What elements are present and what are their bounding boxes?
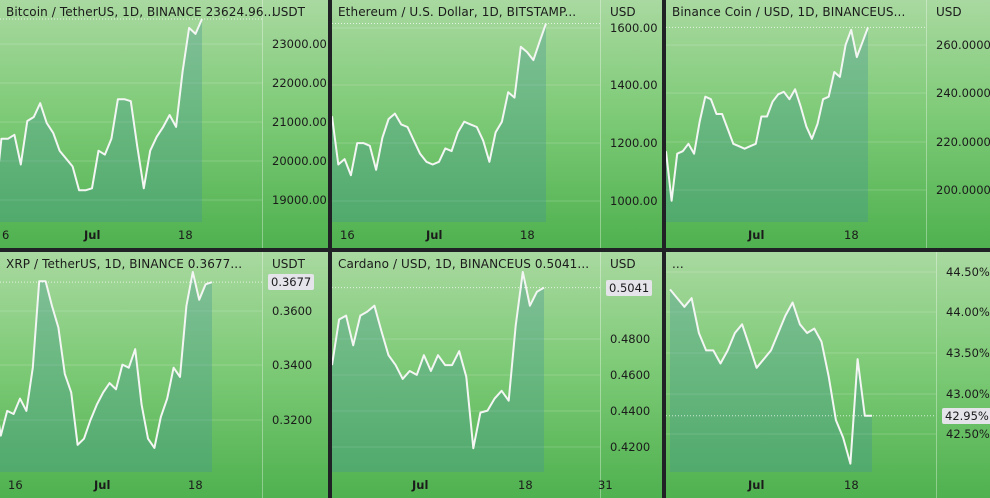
last-price-tag: 0.3677 — [268, 274, 315, 291]
y-tick-label: 240.0000 — [936, 86, 990, 100]
symbol-title[interactable]: Bitcoin / TetherUS, 1D, BINANCE 23624.96… — [6, 5, 276, 19]
price-axis-border — [600, 252, 601, 498]
y-tick-label: 0.3400 — [272, 358, 313, 372]
y-tick-label: 43.00% — [946, 387, 990, 401]
currency-unit: USDT — [272, 5, 305, 19]
x-tick-label: Jul — [748, 228, 765, 242]
y-tick-label: 1600.00 — [610, 21, 658, 35]
price-axis-border — [926, 0, 927, 248]
chart-pane-bnb[interactable]: Binance Coin / USD, 1D, BINANCEUS... USD 2… — [666, 0, 990, 248]
chart-pane-eth[interactable]: Ethereum / U.S. Dollar, 1D, BITSTAMP... U… — [332, 0, 662, 248]
x-tick-label: 18 — [520, 228, 535, 242]
price-axis-border — [600, 0, 601, 248]
price-axis-border — [262, 252, 263, 498]
currency-unit: USD — [610, 257, 636, 271]
x-tick-label: 18 — [518, 478, 533, 492]
price-line — [0, 271, 213, 449]
price-line — [666, 27, 869, 202]
chart-svg-ada[interactable] — [332, 252, 600, 498]
x-tick-label: 6 — [2, 228, 10, 242]
y-tick-label: 0.4200 — [610, 440, 651, 454]
y-tick-label: 42.50% — [946, 427, 990, 441]
chart-svg-pct[interactable] — [666, 252, 936, 498]
x-tick-label: 18 — [188, 478, 203, 492]
area-fill — [332, 23, 546, 222]
area-fill — [0, 272, 212, 472]
currency-unit: USDT — [272, 257, 305, 271]
y-tick-label: 19000.00 — [272, 193, 327, 207]
last-price-tag: 0.5041 — [606, 279, 653, 296]
price-line — [332, 271, 545, 450]
chart-pane-ada[interactable]: Cardano / USD, 1D, BINANCEUS 0.5041... US… — [332, 252, 662, 498]
price-line — [0, 18, 203, 192]
chart-pane-pct[interactable]: ... 44.50% 44.00% 43.50% 43.00% 42.50% 42.95% J… — [666, 252, 990, 498]
symbol-title[interactable]: Binance Coin / USD, 1D, BINANCEUS... — [672, 5, 906, 19]
price-line — [669, 288, 872, 465]
y-tick-label: 23000.00 — [272, 37, 327, 51]
area-fill — [666, 27, 868, 223]
y-tick-label: 1400.00 — [610, 78, 658, 92]
area-fill — [670, 289, 872, 472]
price-line — [332, 23, 547, 177]
symbol-title[interactable]: ... — [672, 257, 684, 271]
y-tick-label: 220.0000 — [936, 135, 990, 149]
price-axis-border — [936, 252, 937, 498]
y-tick-label: 44.50% — [946, 265, 990, 279]
y-tick-label: 0.4600 — [610, 368, 651, 382]
y-tick-label: 0.4800 — [610, 332, 651, 346]
y-tick-label: 44.00% — [946, 305, 990, 319]
y-tick-label: 43.50% — [946, 346, 990, 360]
symbol-title[interactable]: Cardano / USD, 1D, BINANCEUS 0.5041... — [338, 257, 590, 271]
x-tick-label: Jul — [426, 228, 443, 242]
x-tick-label: Jul — [94, 478, 111, 492]
y-tick-label: 1000.00 — [610, 194, 658, 208]
x-tick-label: Jul — [412, 478, 429, 492]
area-fill — [332, 272, 544, 472]
chart-svg-btc[interactable] — [0, 0, 262, 248]
area-fill — [0, 19, 202, 222]
chart-svg-eth[interactable] — [332, 0, 600, 248]
x-tick-label: 16 — [8, 478, 23, 492]
y-tick-label: 20000.00 — [272, 154, 327, 168]
x-tick-label: 16 — [340, 228, 355, 242]
chart-pane-xrp[interactable]: XRP / TetherUS, 1D, BINANCE 0.3677... USD… — [0, 252, 328, 498]
y-tick-label: 0.3200 — [272, 413, 313, 427]
y-tick-label: 1200.00 — [610, 136, 658, 150]
y-tick-label: 22000.00 — [272, 76, 327, 90]
chart-svg-xrp[interactable] — [0, 252, 262, 498]
x-tick-label: Jul — [84, 228, 101, 242]
y-tick-label: 0.4400 — [610, 404, 651, 418]
last-price-tag: 42.95% — [942, 407, 990, 424]
x-tick-label: 18 — [178, 228, 193, 242]
symbol-title[interactable]: Ethereum / U.S. Dollar, 1D, BITSTAMP... — [338, 5, 577, 19]
chart-pane-btc[interactable]: Bitcoin / TetherUS, 1D, BINANCE 23624.96… — [0, 0, 328, 248]
currency-unit: USD — [936, 5, 962, 19]
x-tick-label: Jul — [748, 478, 765, 492]
price-axis-border — [262, 0, 263, 248]
x-tick-label: 18 — [844, 228, 859, 242]
symbol-title[interactable]: XRP / TetherUS, 1D, BINANCE 0.3677... — [6, 257, 243, 271]
y-tick-label: 0.3600 — [272, 304, 313, 318]
x-tick-label: 18 — [844, 478, 859, 492]
chart-svg-bnb[interactable] — [666, 0, 926, 248]
currency-unit: USD — [610, 5, 636, 19]
x-tick-label: 31 — [598, 478, 613, 492]
y-tick-label: 200.0000 — [936, 183, 990, 197]
y-tick-label: 21000.00 — [272, 115, 327, 129]
y-tick-label: 260.0000 — [936, 38, 990, 52]
